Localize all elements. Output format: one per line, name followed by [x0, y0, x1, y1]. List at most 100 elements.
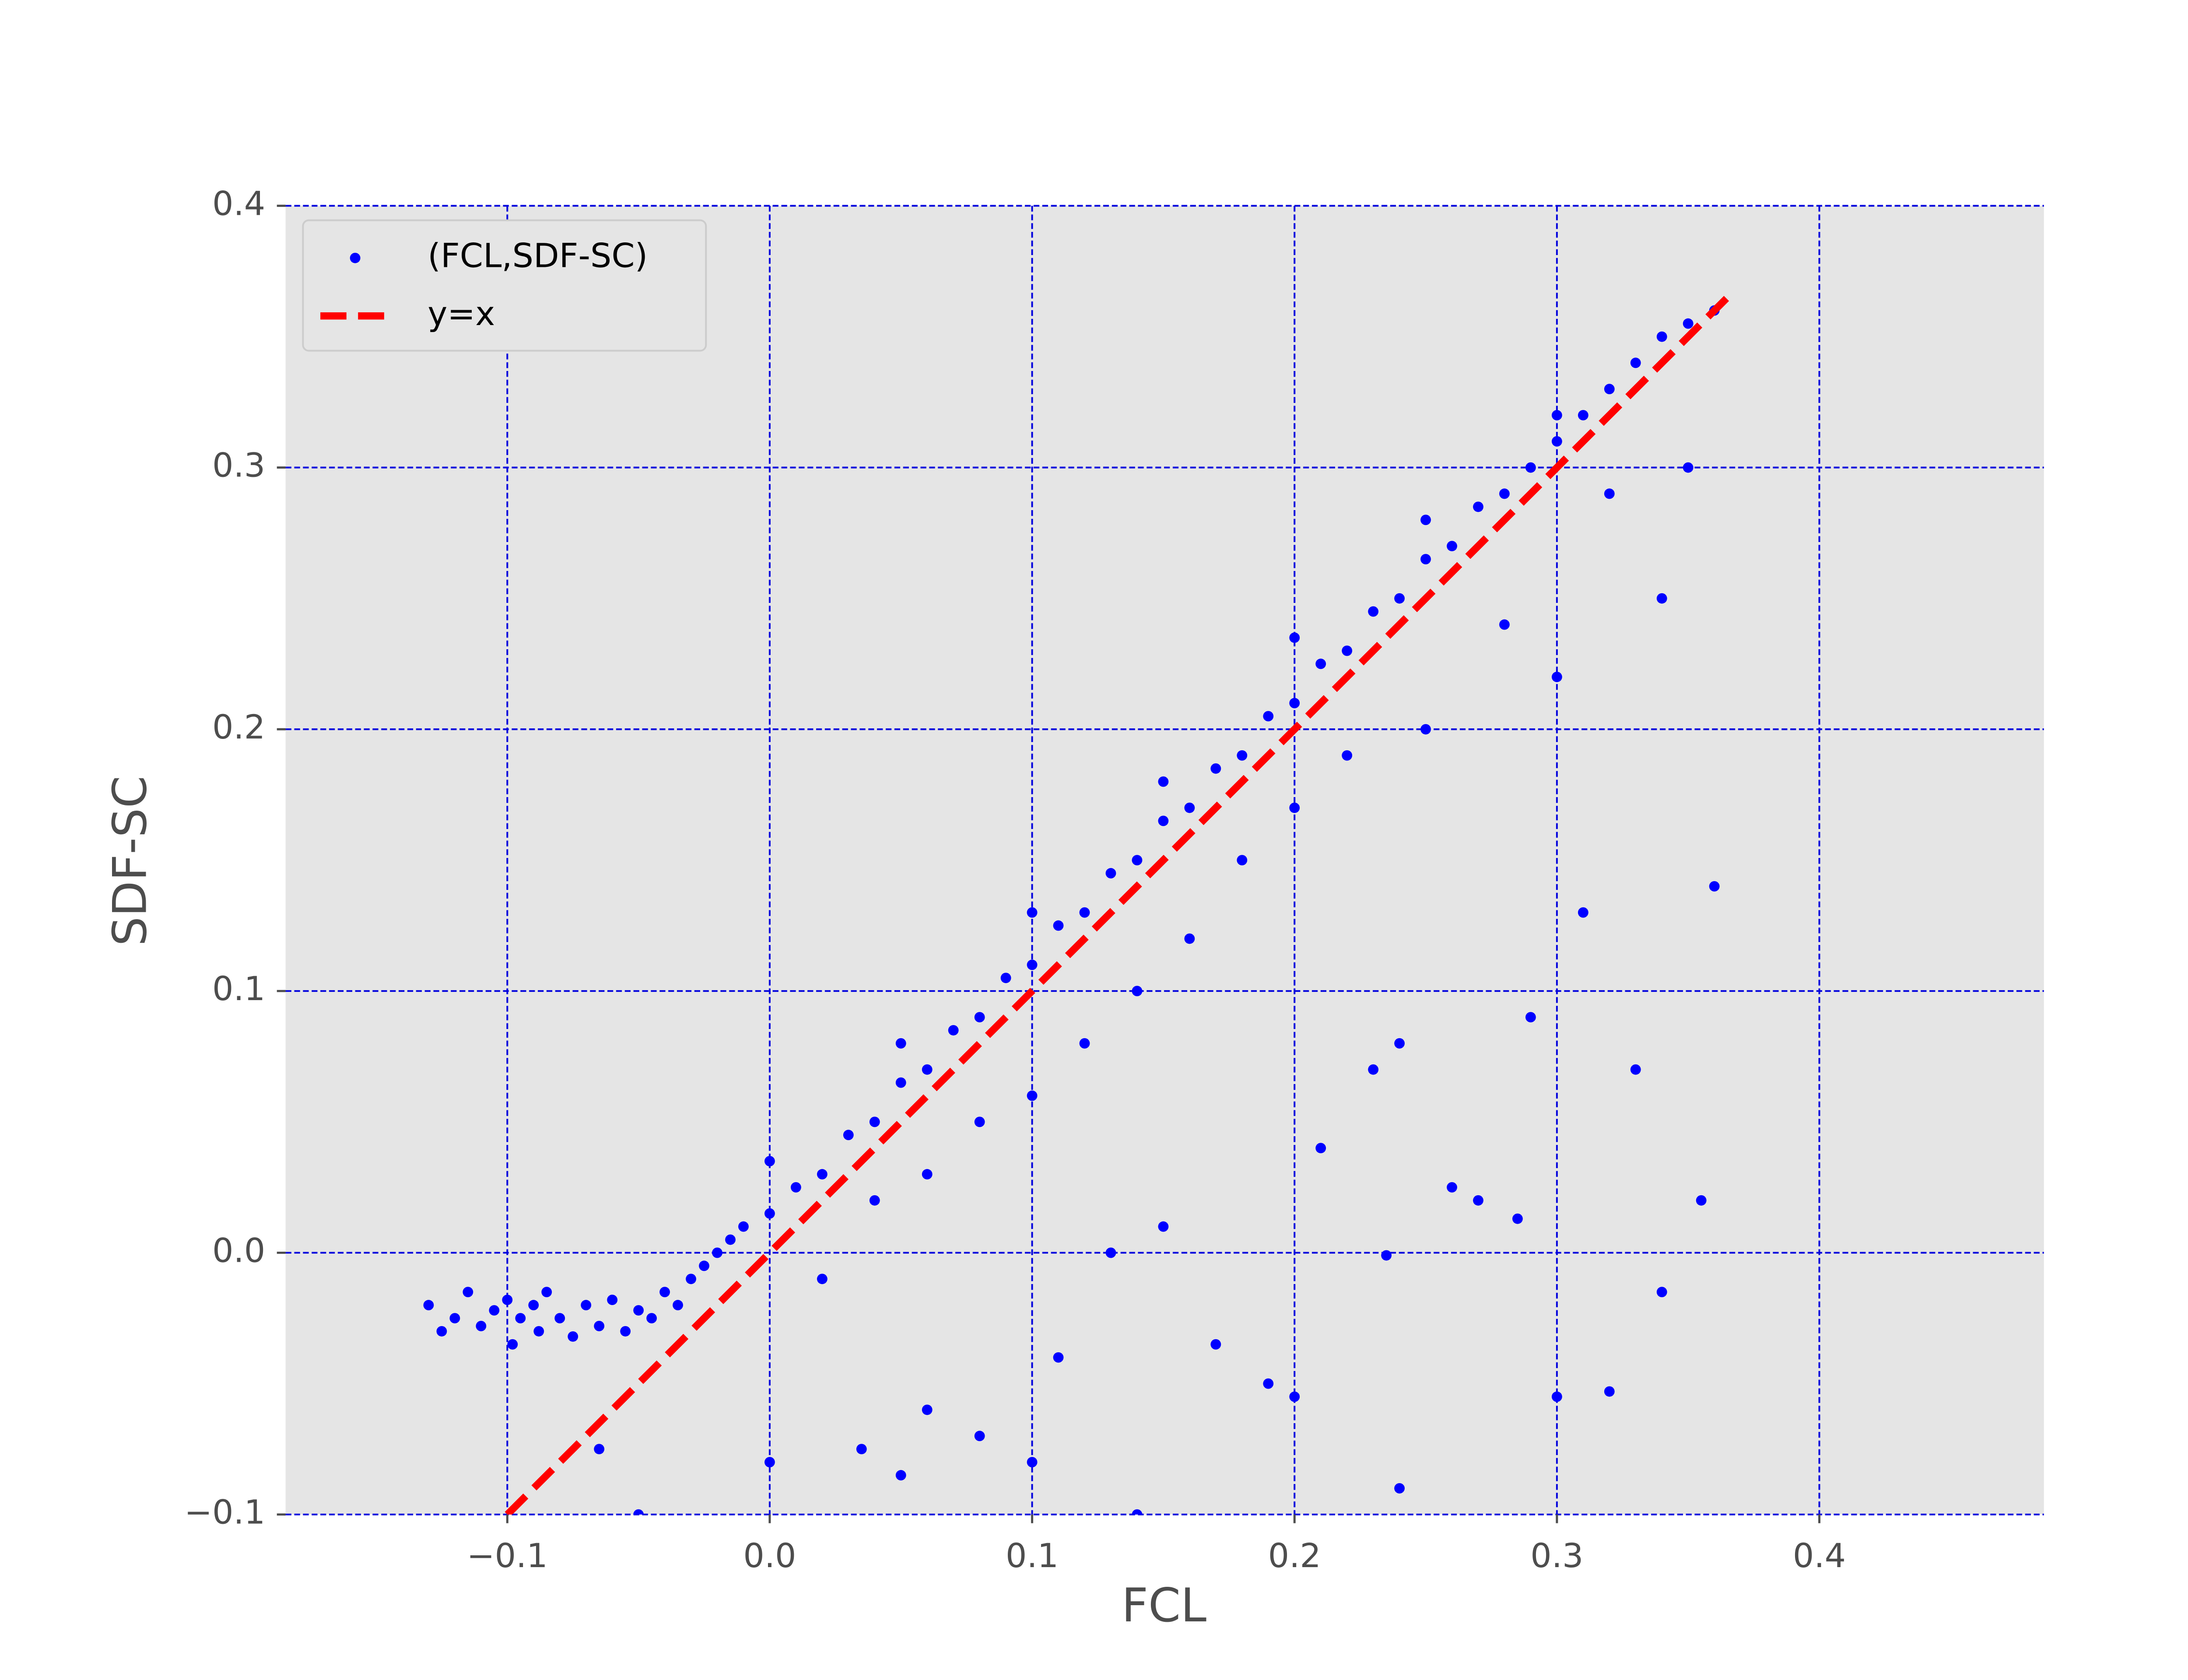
scatter-point — [1027, 959, 1038, 970]
scatter-point — [1447, 541, 1457, 552]
scatter-point — [1289, 698, 1300, 709]
scatter-point — [869, 1116, 880, 1127]
scatter-point — [1656, 1287, 1667, 1298]
y-tick-label: 0.4 — [212, 184, 265, 223]
y-tick-label: 0.0 — [212, 1231, 265, 1270]
scatter-point — [502, 1295, 513, 1306]
scatter-point — [1342, 750, 1353, 761]
scatter-point — [633, 1509, 644, 1515]
scatter-point — [1394, 1483, 1405, 1494]
scatter-point — [1656, 331, 1667, 342]
scatter-point — [1289, 632, 1300, 643]
scatter-point — [922, 1064, 933, 1075]
scatter-point — [1237, 750, 1248, 761]
scatter-point — [1263, 711, 1274, 721]
scatter-point — [1709, 881, 1720, 892]
scatter-point — [515, 1313, 526, 1323]
scatter-point — [974, 1012, 985, 1022]
scatter-point — [1696, 1195, 1707, 1206]
scatter-point — [922, 1404, 933, 1415]
scatter-point — [1027, 907, 1038, 918]
scatter-point — [423, 1300, 434, 1311]
x-tick-label: 0.1 — [1006, 1536, 1059, 1575]
scatter-point — [659, 1287, 670, 1298]
scatter-point — [1105, 1247, 1116, 1258]
scatter-point — [1578, 907, 1588, 918]
scatter-point — [528, 1300, 539, 1311]
scatter-point — [1578, 410, 1588, 420]
scatter-point — [1105, 868, 1116, 878]
scatter-point — [1210, 763, 1221, 774]
scatter-point — [1551, 672, 1562, 682]
scatter-point — [817, 1169, 828, 1180]
scatter-point — [764, 1156, 775, 1166]
scatter-point — [1158, 1221, 1169, 1232]
scatter-point — [686, 1274, 696, 1284]
scatter-point — [1263, 1378, 1274, 1389]
scatter-point — [1132, 855, 1143, 865]
scatter-point — [607, 1295, 618, 1306]
scatter-point — [1381, 1250, 1392, 1261]
scatter-point — [1604, 488, 1615, 499]
scatter-point — [1079, 907, 1090, 918]
scatter-point — [541, 1287, 552, 1298]
scatter-point — [895, 1077, 906, 1088]
scatter-point — [1289, 802, 1300, 813]
scatter-point — [1368, 606, 1379, 617]
scatter-point — [1394, 1038, 1405, 1049]
scatter-point — [869, 1195, 880, 1206]
scatter-point — [1053, 1352, 1064, 1363]
scatter-point — [817, 1274, 828, 1284]
scatter-point — [568, 1331, 579, 1342]
scatter-point — [1420, 514, 1431, 525]
scatter-point — [507, 1339, 518, 1350]
legend-label: y=x — [428, 294, 495, 333]
scatter-point — [449, 1313, 460, 1323]
scatter-point — [1512, 1213, 1523, 1224]
legend-box — [302, 219, 707, 352]
scatter-point — [1630, 357, 1641, 368]
scatter-point — [712, 1247, 722, 1258]
scatter-point — [1656, 593, 1667, 604]
scatter-point — [1473, 501, 1483, 512]
x-axis-label: FCL — [1122, 1578, 1206, 1632]
scatter-point — [1027, 1457, 1038, 1467]
scatter-point — [895, 1038, 906, 1049]
scatter-point — [843, 1130, 854, 1141]
scatter-point — [764, 1208, 775, 1219]
scatter-point — [1184, 933, 1195, 944]
scatter-point — [594, 1321, 605, 1331]
y-axis-label: SDF-SC — [103, 776, 157, 946]
scatter-point — [1420, 554, 1431, 564]
scatter-point — [1132, 1509, 1143, 1515]
y-tick-label: 0.1 — [212, 969, 265, 1008]
scatter-point — [646, 1313, 657, 1323]
y-tick-label: 0.3 — [212, 446, 265, 485]
scatter-point — [1604, 384, 1615, 395]
scatter-point — [1027, 1090, 1038, 1101]
x-tick-label: 0.2 — [1268, 1536, 1321, 1575]
x-tick-label: −0.1 — [467, 1536, 548, 1575]
scatter-point — [594, 1444, 605, 1455]
scatter-point — [489, 1305, 500, 1316]
scatter-point — [738, 1221, 749, 1232]
scatter-point — [1210, 1339, 1221, 1350]
scatter-point — [436, 1326, 447, 1337]
x-tick-label: 0.4 — [1793, 1536, 1846, 1575]
scatter-point — [1132, 986, 1143, 997]
scatter-point — [948, 1025, 959, 1036]
x-tick-label: 0.3 — [1530, 1536, 1583, 1575]
scatter-point — [1499, 488, 1510, 499]
scatter-point — [1315, 658, 1326, 669]
scatter-point — [1630, 1064, 1641, 1075]
scatter-point — [554, 1313, 565, 1323]
scatter-point — [1683, 318, 1694, 329]
scatter-point — [764, 1457, 775, 1467]
scatter-point — [1289, 1391, 1300, 1402]
scatter-point — [581, 1300, 592, 1311]
scatter-point — [1551, 1391, 1562, 1402]
scatter-point — [856, 1444, 867, 1455]
scatter-point — [699, 1260, 709, 1271]
